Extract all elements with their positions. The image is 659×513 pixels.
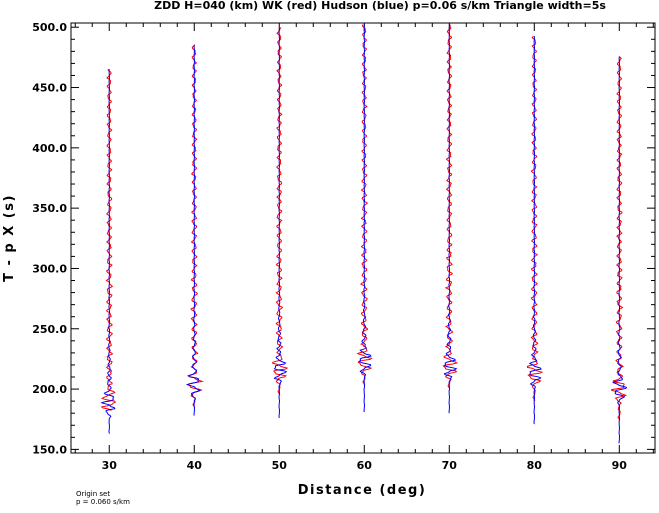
x-tick-label: 50: [272, 459, 288, 472]
wk-trace-40: [187, 44, 205, 409]
x-tick-label: 40: [187, 459, 203, 472]
hudson-trace-30: [100, 68, 116, 434]
trace-group: [100, 24, 628, 444]
x-tick-label: 90: [612, 459, 628, 472]
y-tick-label: 500.0: [32, 21, 67, 34]
y-tick-label: 450.0: [32, 82, 67, 95]
y-tick-label: 250.0: [32, 323, 67, 336]
x-axis-label: Distance (deg): [298, 483, 427, 498]
y-tick-label: 200.0: [32, 383, 67, 396]
x-tick-label: 70: [442, 459, 458, 472]
hudson-trace-60: [358, 24, 372, 413]
hudson-trace-90: [612, 56, 628, 444]
hudson-trace-70: [443, 24, 458, 414]
chart-title: ZDD H=040 (km) WK (red) Hudson (blue) p=…: [154, 0, 606, 12]
y-axis-label: T - p X (s): [2, 194, 17, 282]
y-tick-label: 300.0: [32, 262, 67, 275]
x-tick-label: 30: [102, 459, 118, 472]
hudson-trace-80: [528, 36, 542, 425]
hudson-trace-40: [185, 45, 202, 416]
wk-trace-50: [272, 27, 289, 396]
note-line-origin: Origin set: [76, 490, 110, 498]
x-tick-label: 60: [357, 459, 373, 472]
note-line-p: p = 0.060 s/km: [76, 498, 130, 506]
y-tick-label: 350.0: [32, 202, 67, 215]
x-tick-label: 80: [527, 459, 543, 472]
y-tick-label: 400.0: [32, 142, 67, 155]
axes: 30 40 50 60 70 80 90 150.0 200.0 250.0 300.0 350.0 4…: [32, 21, 655, 472]
plot-frame: [70, 22, 656, 454]
wk-trace-70: [442, 24, 458, 390]
y-tick-label: 150.0: [32, 443, 67, 456]
hudson-trace-50: [273, 28, 288, 419]
